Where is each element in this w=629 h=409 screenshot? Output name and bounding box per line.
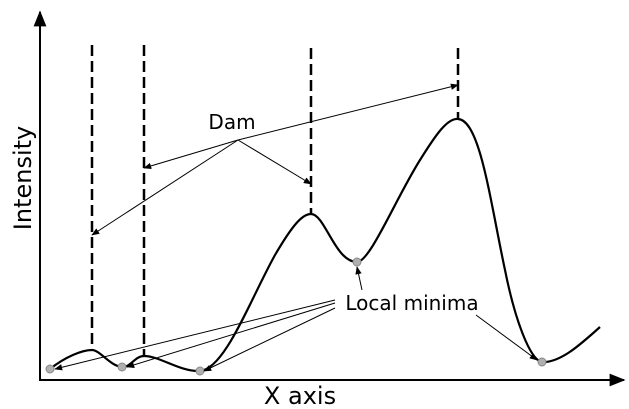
intensity-curve — [49, 117, 601, 373]
dam-arrow — [237, 139, 312, 185]
dam-lines — [90, 45, 460, 356]
minimum-marker — [195, 366, 205, 376]
dam-arrows — [91, 83, 459, 236]
minima-arrow — [126, 302, 336, 368]
dam-arrow — [143, 139, 239, 170]
minima-arrow — [355, 266, 363, 291]
minimum-marker — [537, 357, 547, 367]
minima-arrow — [475, 314, 538, 361]
x-axis-label: X axis — [264, 382, 336, 409]
minima-arrows — [54, 266, 538, 372]
local-minima-label-bg — [336, 290, 488, 314]
minimum-marker — [352, 257, 362, 267]
dam-label: Dam — [208, 110, 255, 134]
minima-arrow — [203, 307, 336, 372]
minima-arrow — [54, 299, 336, 371]
minimum-marker — [45, 364, 55, 374]
local-minima-label: Local minima — [345, 291, 478, 315]
minimum-marker — [117, 362, 127, 372]
y-axis-label: Intensity — [9, 126, 37, 230]
dam-arrow — [237, 83, 459, 141]
minima-markers — [45, 257, 547, 376]
dam-arrow — [91, 139, 239, 236]
